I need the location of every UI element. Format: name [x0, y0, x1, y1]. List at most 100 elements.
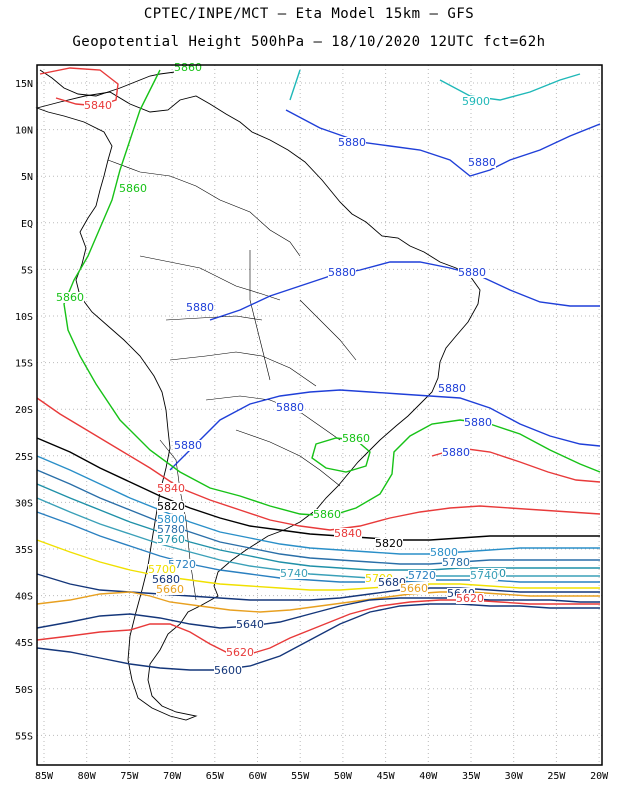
lat-tick-label: 55S: [15, 731, 33, 742]
contour-label-bg: [375, 538, 403, 549]
lat-tick-label: 10N: [15, 126, 33, 137]
contour-label-bg: [456, 593, 484, 604]
contour-label-5860: 5860: [119, 182, 147, 195]
contour-label-bg: [464, 417, 492, 428]
lon-tick-label: 60W: [248, 771, 267, 782]
contour-label-bg: [119, 183, 147, 194]
contour-label-bg: [214, 665, 242, 676]
contour-label-bg: [458, 267, 486, 278]
lat-tick-label: EQ: [21, 219, 33, 230]
contour-layer: [36, 67, 601, 671]
lon-tick-label: 30W: [505, 771, 524, 782]
lon-tick-label: 50W: [334, 771, 353, 782]
contour-label-5660: 5660: [156, 583, 184, 596]
contour-label-5780: 5780: [157, 523, 185, 536]
contour-5800: [36, 455, 600, 555]
lat-tick-label: 20S: [15, 405, 33, 416]
contour-label-bg: [438, 383, 466, 394]
central-america-coast: [39, 69, 191, 97]
contour-label-5800: 5800: [430, 546, 458, 559]
lon-tick-label: 70W: [163, 771, 182, 782]
lat-tick-label: 5S: [21, 265, 33, 276]
coastline-layer: [35, 69, 481, 721]
south-america-coastline: [35, 91, 481, 721]
contour-5900: [289, 69, 581, 101]
contour-label-5800: 5800: [157, 513, 185, 526]
contour-label-bg: [56, 292, 84, 303]
lon-tick-label: 40W: [419, 771, 438, 782]
contour-label-5680: 5680: [152, 573, 180, 586]
contour-label-bg: [400, 583, 428, 594]
map-frame: [36, 64, 603, 766]
contour-label-bg: [152, 574, 180, 585]
contour-label-5720: 5720: [408, 569, 436, 582]
contour-label-5880: 5880: [458, 266, 486, 279]
map-title-line1: CPTEC/INPE/MCT – Eta Model 15km – GFS: [143, 6, 475, 22]
contour-label-bg: [84, 100, 112, 111]
lat-lon-grid: [37, 65, 602, 765]
contour-label-5740: 5740: [470, 569, 498, 582]
lon-tick-label: 20W: [590, 771, 609, 782]
contour-label-bg: [468, 157, 496, 168]
contour-label-5900: 5900: [462, 95, 490, 108]
contour-label-5880: 5880: [328, 266, 356, 279]
contour-label-bg: [462, 96, 490, 107]
lon-tick-label: 65W: [206, 771, 225, 782]
contour-label-bg: [430, 547, 458, 558]
contour-label-bg: [408, 570, 436, 581]
contour-label-5880: 5880: [468, 156, 496, 169]
longitude-tick-labels: 85W 80W 75W 70W 65W 60W 55W 50W 45W 40W 35W 30W 25W 2…: [35, 771, 609, 782]
latitude-tick-labels: 15N 10N 5N EQ 5S 10S 15S 20S 25S 30S 35S 40S 45S 50S 5…: [15, 79, 33, 742]
contour-label-bg: [226, 647, 254, 658]
lat-tick-label: 45S: [15, 638, 33, 649]
contour-label-bg: [276, 402, 304, 413]
contour-label-5880: 5880: [442, 446, 470, 459]
contour-label-5640: 5640: [236, 618, 264, 631]
lon-tick-label: 85W: [35, 771, 54, 782]
contour-label-bg: [157, 524, 185, 535]
contour-label-bg: [442, 447, 470, 458]
contour-label-5680: 5680: [378, 576, 406, 589]
lon-tick-label: 75W: [120, 771, 139, 782]
lon-tick-label: 35W: [462, 771, 481, 782]
lon-tick-label: 45W: [377, 771, 396, 782]
contour-label-bg: [378, 577, 406, 588]
contour-label-5840: 5840: [84, 99, 112, 112]
contour-label-5860: 5860: [56, 291, 84, 304]
contour-label-5600: 5600: [214, 664, 242, 677]
contour-label-5880: 5880: [338, 136, 366, 149]
lon-tick-label: 55W: [291, 771, 310, 782]
lat-tick-label: 10S: [15, 312, 33, 323]
contour-label-bg: [334, 528, 362, 539]
contour-label-bg: [342, 433, 370, 444]
contour-5780: [36, 469, 600, 565]
contour-label-bg: [157, 514, 185, 525]
lat-tick-label: 25S: [15, 452, 33, 463]
contour-label-bg: [157, 501, 185, 512]
contour-label-bg: [338, 137, 366, 148]
contour-label-bg: [442, 557, 470, 568]
lat-tick-label: 30S: [15, 498, 33, 509]
lat-tick-label: 15S: [15, 359, 33, 370]
contour-5600: [36, 603, 600, 671]
contour-label-5860: 5860: [174, 61, 202, 74]
contour-label-5740: 5740: [280, 567, 308, 580]
contour-5620: [36, 599, 600, 655]
lat-tick-label: 40S: [15, 592, 33, 603]
contour-5640: [36, 597, 600, 629]
contour-label-bg: [148, 564, 176, 575]
contour-5760: [36, 483, 600, 571]
contour-label-bg: [280, 568, 308, 579]
contour-5700: [36, 539, 600, 591]
contour-label-5660: 5660: [400, 582, 428, 595]
contour-label-5840: 5840: [157, 482, 185, 495]
contour-label-5780: 5780: [442, 556, 470, 569]
contour-5860-west: [63, 69, 601, 517]
lon-tick-label: 25W: [547, 771, 566, 782]
lat-tick-label: 5N: [21, 172, 33, 183]
contour-label-bg: [313, 509, 341, 520]
contour-5820: [36, 437, 600, 541]
lat-tick-label: 50S: [15, 685, 33, 696]
contour-label-5880: 5880: [438, 382, 466, 395]
